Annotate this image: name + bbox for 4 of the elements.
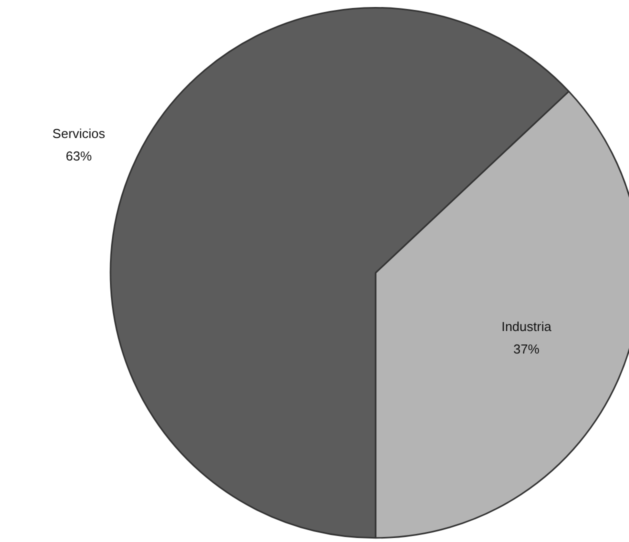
- slice-label: Industria: [501, 319, 552, 334]
- slice-label: Servicios: [52, 126, 106, 141]
- data-label: 63%: [66, 148, 92, 164]
- data-label: 37%: [513, 342, 540, 357]
